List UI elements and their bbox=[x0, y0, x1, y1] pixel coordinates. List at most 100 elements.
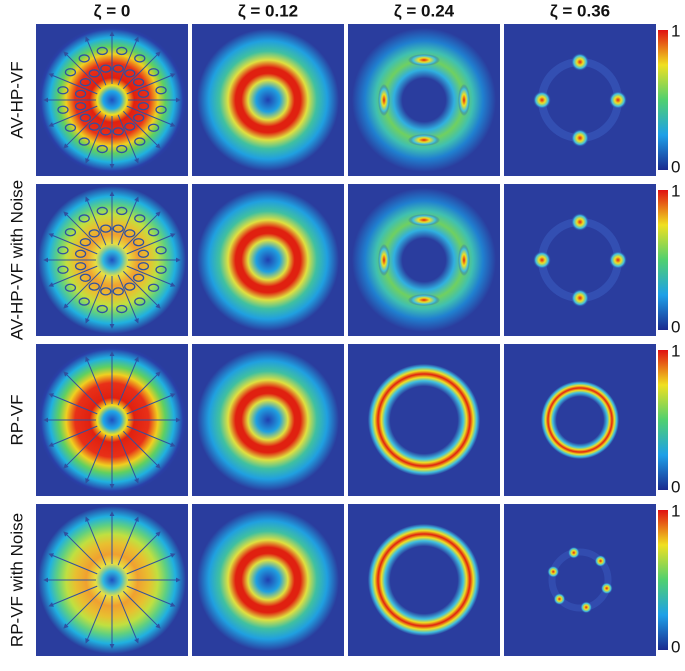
vortex-symbol bbox=[96, 206, 108, 216]
row-label: RP-VF bbox=[7, 395, 26, 446]
polarization-arrow bbox=[48, 105, 98, 127]
polarization-arrow bbox=[63, 51, 102, 90]
spot bbox=[580, 601, 593, 614]
polarization-arrow bbox=[48, 553, 98, 575]
vortex-symbol bbox=[88, 122, 100, 131]
vortex-symbol bbox=[88, 69, 100, 78]
polarization-arrow bbox=[126, 585, 176, 607]
spot bbox=[594, 554, 607, 567]
polarization-arrow bbox=[122, 211, 161, 250]
polarization-arrow bbox=[48, 585, 98, 607]
beam-profile bbox=[540, 380, 620, 460]
colorbar-tick-label: 0 bbox=[671, 637, 680, 656]
intensity-panel bbox=[36, 504, 188, 656]
row-label: AV-HP-VF with Noise bbox=[7, 180, 26, 340]
spot bbox=[533, 251, 551, 269]
vortex-symbol bbox=[96, 144, 108, 154]
panel-background bbox=[504, 184, 656, 336]
vortex-symbol bbox=[116, 144, 128, 154]
vortex-symbol bbox=[88, 229, 100, 238]
vortex-symbol bbox=[112, 287, 124, 296]
vortex-symbol bbox=[64, 283, 77, 292]
vortex-symbol bbox=[132, 78, 145, 87]
polarization-arrow bbox=[85, 434, 107, 484]
vortex-symbol bbox=[137, 89, 150, 98]
column-header: ζ = 0 bbox=[94, 1, 131, 20]
vortex-symbol bbox=[147, 283, 160, 292]
vortex-symbol bbox=[134, 137, 146, 146]
intensity-panel bbox=[192, 504, 344, 656]
colorbar-tick-label: 1 bbox=[671, 501, 680, 520]
vortex-symbol bbox=[64, 68, 77, 77]
intensity-panel bbox=[36, 344, 188, 496]
polarization-arrow bbox=[126, 393, 176, 415]
vortex-symbol bbox=[147, 228, 160, 237]
vortex-symbol bbox=[124, 69, 136, 78]
vortex-symbol bbox=[79, 78, 92, 87]
vortex-symbol bbox=[100, 64, 112, 73]
lobe bbox=[378, 84, 390, 116]
beam-profile bbox=[352, 188, 496, 332]
colorbar bbox=[658, 350, 668, 490]
beam-profile bbox=[352, 28, 496, 172]
vortex-symbol bbox=[78, 54, 90, 63]
intensity-panel bbox=[504, 504, 656, 656]
colorbar-tick-label: 0 bbox=[671, 157, 680, 176]
polarization-arrow bbox=[48, 73, 98, 95]
polarization-arrow bbox=[85, 516, 107, 566]
vortex-symbol bbox=[116, 206, 128, 216]
faint-ring bbox=[548, 548, 612, 612]
polarization-arrow bbox=[85, 196, 107, 246]
vortex-symbol bbox=[147, 123, 160, 132]
spot bbox=[567, 546, 580, 559]
beam-profile bbox=[194, 186, 342, 334]
polarization-arrow bbox=[85, 594, 107, 644]
intensity-panel bbox=[504, 184, 656, 336]
polarization-arrow bbox=[63, 590, 102, 629]
lobe bbox=[408, 134, 440, 146]
vortex-symbol bbox=[74, 249, 87, 258]
vortex-symbol bbox=[96, 46, 108, 56]
column-header: ζ = 0.12 bbox=[238, 1, 298, 20]
vortex-symbol bbox=[155, 265, 167, 274]
column-header: ζ = 0.36 bbox=[550, 1, 610, 20]
vortex-symbol bbox=[155, 105, 167, 114]
colorbar-tick-label: 1 bbox=[671, 341, 680, 360]
colorbar-tick-label: 1 bbox=[671, 181, 680, 200]
vortex-symbol bbox=[132, 113, 145, 122]
vortex-symbol bbox=[57, 246, 69, 255]
polarization-arrow bbox=[117, 434, 139, 484]
vortex-symbol bbox=[74, 89, 87, 98]
polarization-arrow bbox=[63, 371, 102, 410]
lobe bbox=[408, 294, 440, 306]
vortex-symbol bbox=[57, 86, 69, 95]
vortex-symbol bbox=[124, 229, 136, 238]
polarization-arrow bbox=[63, 430, 102, 469]
vortex-symbol bbox=[64, 123, 77, 132]
intensity-panel bbox=[36, 184, 188, 336]
panel-background bbox=[504, 504, 656, 656]
vortex-symbol bbox=[124, 282, 136, 291]
vortex-symbol bbox=[132, 238, 145, 247]
polarization-arrow bbox=[122, 531, 161, 570]
vortex-symbol bbox=[100, 287, 112, 296]
polarization-arrow bbox=[117, 36, 139, 86]
beam-profile bbox=[194, 506, 342, 654]
vortex-symbol bbox=[134, 297, 146, 306]
spot bbox=[600, 582, 613, 595]
intensity-panel bbox=[348, 344, 500, 496]
vortex-symbol bbox=[134, 214, 146, 223]
vortex-symbol bbox=[96, 304, 108, 314]
vortex-symbol bbox=[79, 273, 92, 282]
polarization-arrow bbox=[117, 516, 139, 566]
colorbar bbox=[658, 30, 668, 170]
polarization-arrow bbox=[48, 393, 98, 415]
polarization-arrow bbox=[122, 371, 161, 410]
vortex-symbol bbox=[79, 238, 92, 247]
vortex-symbol bbox=[74, 262, 87, 271]
intensity-panel bbox=[36, 24, 188, 176]
vortex-symbol bbox=[100, 224, 112, 233]
polarization-arrow bbox=[48, 265, 98, 287]
column-header: ζ = 0.24 bbox=[394, 1, 455, 20]
vortex-symbol bbox=[57, 265, 69, 274]
